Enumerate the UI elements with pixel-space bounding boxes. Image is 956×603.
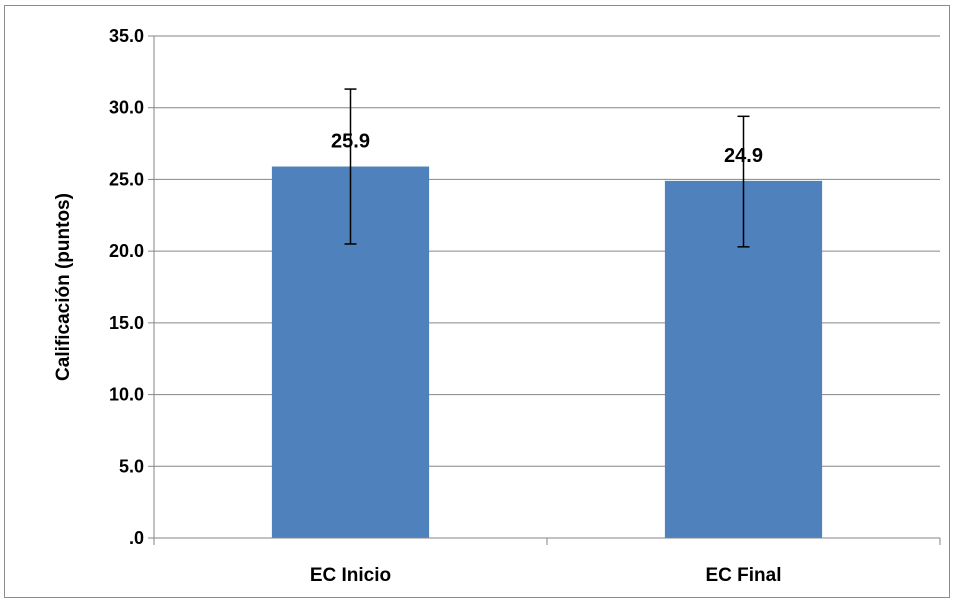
axes	[148, 35, 941, 545]
y-tick-label: 25.0	[109, 169, 144, 189]
bars	[271, 166, 823, 538]
data-label: 25.9	[331, 131, 370, 153]
x-tick-label: EC Inicio	[310, 565, 391, 586]
y-tick-label: 15.0	[109, 313, 144, 333]
labels: .0 5.0 10.0 15.0 20.0 25.0 30.0 35.0 25.9 EC Inic…	[109, 26, 782, 586]
data-label: 24.9	[724, 145, 763, 167]
y-tick-label: .0	[129, 528, 144, 548]
y-tick-label: 10.0	[109, 385, 144, 405]
y-tick-label: 35.0	[109, 26, 144, 46]
y-axis-label: Calificación (puntos)	[53, 193, 74, 381]
x-tick-label: EC Final	[705, 565, 781, 586]
y-tick-label: 20.0	[109, 241, 144, 261]
error-bars	[344, 88, 750, 248]
y-tick-label: 5.0	[119, 456, 144, 476]
y-tick-label: 30.0	[109, 98, 144, 118]
